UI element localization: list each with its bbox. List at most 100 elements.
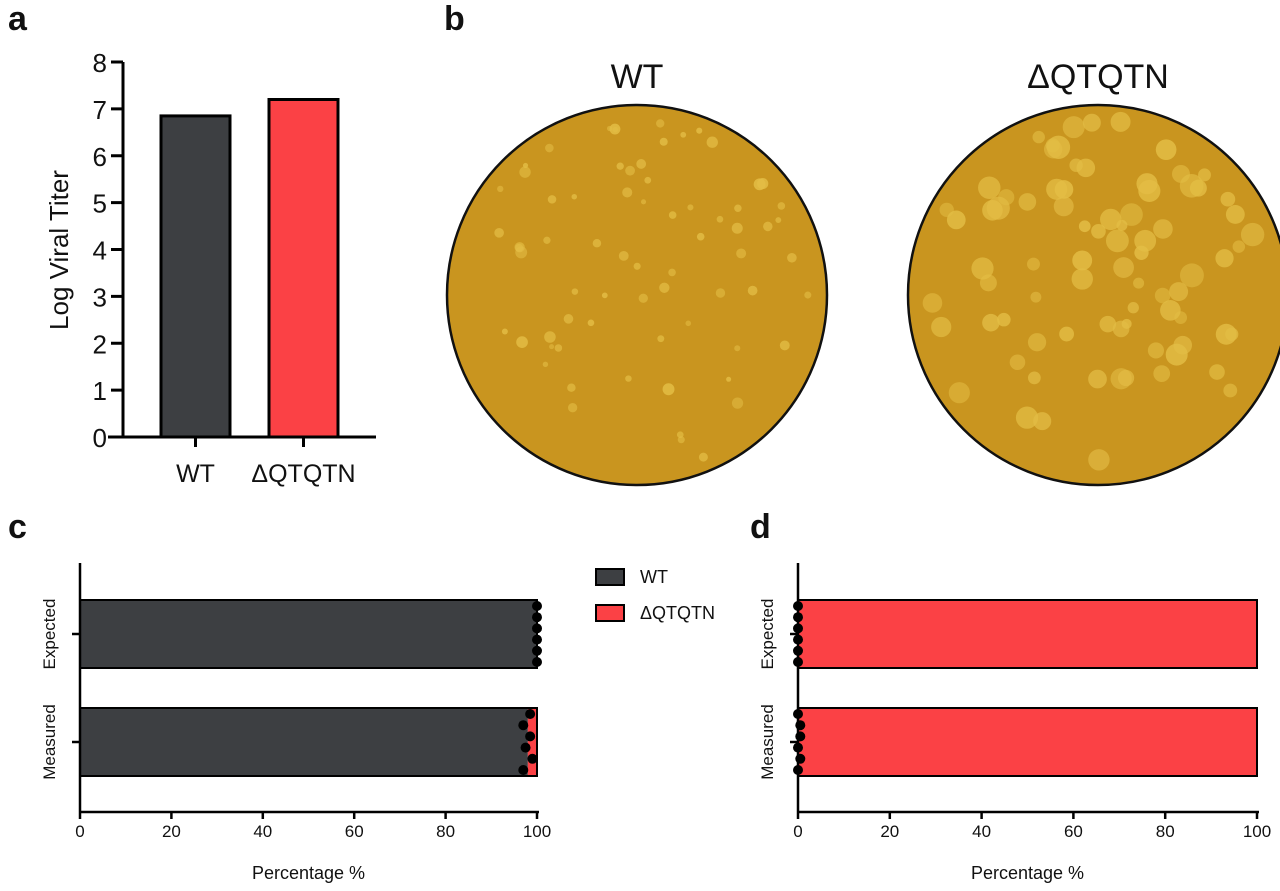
plaque (1018, 193, 1037, 211)
plaque (804, 291, 812, 299)
panel-label-b: b (444, 0, 465, 38)
plate-label-wt: WT (611, 58, 664, 96)
plaque (734, 345, 741, 352)
plaque (715, 288, 726, 298)
data-point (525, 731, 536, 742)
plaque (1062, 116, 1085, 139)
plaque (998, 189, 1015, 206)
legend-label-wt: WT (640, 567, 668, 587)
plaque (716, 215, 724, 223)
plaque (544, 331, 556, 343)
plaque (997, 312, 1011, 327)
plaque (696, 232, 705, 241)
plaque (1136, 173, 1158, 195)
bar-segment-measured (798, 708, 1257, 776)
plaque (563, 314, 574, 324)
panel-a-bar-chart: WT ΔQTQTN 0 1 2 3 4 5 6 7 8 Log Viral Titer (44, 48, 376, 488)
data-point (532, 623, 542, 634)
plaque (587, 319, 595, 327)
plaque (1113, 257, 1134, 278)
plaque (1220, 191, 1236, 207)
plaque (609, 123, 621, 135)
x-tick-label: WT (176, 460, 215, 488)
x-tick-label: 80 (436, 822, 455, 841)
plaque (1027, 371, 1041, 385)
panel-label-a: a (8, 0, 28, 38)
plaque (982, 313, 1000, 332)
plaque (622, 187, 633, 198)
x-tick-label: 100 (523, 822, 551, 841)
plaque-plate-wt (445, 103, 829, 487)
data-point (520, 742, 531, 753)
plaque (1215, 323, 1237, 345)
plaque (516, 336, 528, 348)
x-tick-label: 60 (345, 822, 364, 841)
plaque (939, 202, 954, 217)
plaque (567, 383, 576, 392)
y-tick-label: 4 (93, 236, 107, 266)
y-axis-label: Log Viral Titer (44, 170, 74, 330)
plaque (1179, 263, 1204, 288)
plaque (625, 165, 635, 176)
plaque (668, 211, 677, 219)
plaque (625, 375, 632, 382)
bar-segment-measured (80, 708, 528, 776)
x-tick-label: 100 (1243, 822, 1271, 841)
plaque (1120, 203, 1143, 226)
y-tick-label: 3 (93, 282, 107, 312)
plaque (1032, 130, 1045, 144)
plaque (1240, 222, 1265, 247)
plaque (592, 238, 602, 248)
plaque (1078, 220, 1091, 233)
plaque (979, 274, 997, 292)
plaque (696, 127, 703, 134)
plaque (931, 316, 952, 338)
legend-swatch-mutant (595, 604, 625, 622)
plaque (978, 176, 1001, 199)
plaque (1153, 365, 1171, 382)
y-tick-label: 0 (93, 423, 107, 453)
plaque (747, 285, 758, 296)
plaque (1154, 287, 1171, 304)
y-tick-label: 5 (93, 189, 107, 219)
panel-label-c: c (8, 508, 27, 546)
plaque (633, 262, 641, 270)
plaque (946, 210, 966, 230)
y-tick-label: Expected (40, 599, 59, 670)
plaque (677, 436, 685, 444)
plaque (659, 137, 668, 146)
plaque (519, 166, 531, 178)
plaque (775, 217, 782, 224)
plaque (1153, 219, 1173, 239)
plaque (1088, 369, 1107, 389)
x-tick-label: 40 (972, 822, 991, 841)
plaque (753, 178, 766, 191)
plaque (571, 288, 579, 295)
plaque (567, 403, 578, 413)
plaque (1071, 268, 1093, 290)
data-point (532, 657, 542, 667)
x-tick-label: 60 (1064, 822, 1083, 841)
data-point (525, 709, 536, 719)
plaque (736, 248, 747, 259)
legend-label-mutant: ΔQTQTN (640, 603, 715, 623)
plaque (948, 382, 970, 404)
plaque (779, 340, 790, 351)
plaque (1105, 229, 1129, 253)
plaque (1009, 354, 1026, 371)
plaque (1232, 240, 1246, 253)
plaque (1169, 282, 1189, 302)
plaque (726, 376, 732, 382)
plaque (616, 162, 624, 170)
bar-segment-measured (527, 708, 537, 776)
data-point (532, 634, 542, 645)
bar-segment-expected (80, 600, 537, 668)
plaque (734, 204, 742, 212)
bar-1 (267, 98, 340, 439)
plaque (698, 452, 708, 462)
plaque (549, 344, 555, 350)
data-point (532, 612, 542, 623)
plaque (659, 282, 670, 293)
y-tick-label: 1 (93, 376, 107, 406)
